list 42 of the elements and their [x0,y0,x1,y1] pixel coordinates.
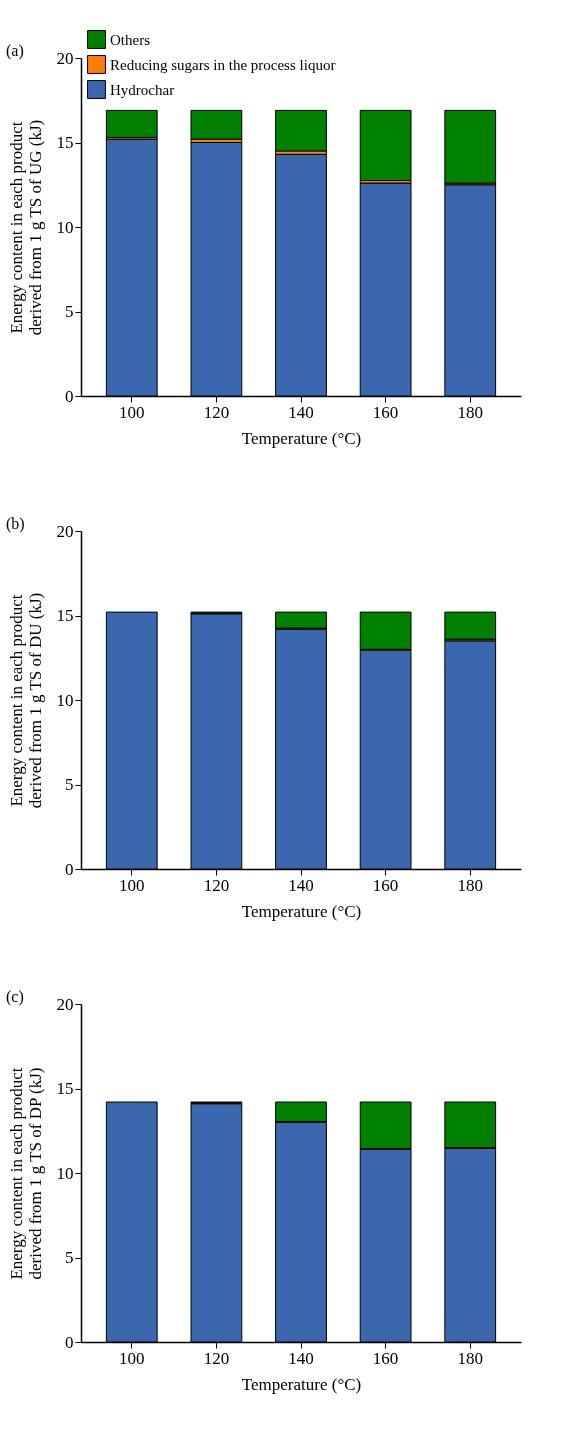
chart-title: (a) [6,42,24,60]
y-tick-label: 10 [56,1163,74,1183]
y-tick-label: 5 [65,302,74,321]
chart-title: (b) [6,515,25,533]
x-tick-label: 100 [119,875,145,895]
x-axis-title: Temperature (°C) [241,1374,362,1394]
x-tick-label: 180 [457,1348,483,1368]
x-tick-label: 180 [457,875,483,895]
y-tick-label: 0 [65,1332,74,1352]
chart-title: (c) [6,988,24,1006]
y-tick-label: 15 [56,606,74,625]
y-tick-label: 15 [56,1079,74,1098]
y-tick-label: 10 [56,217,74,237]
y-axis-title: Energy content in each product derived from 1 g TS of DP (kJ) [6,1067,45,1280]
x-tick-label: 140 [288,875,314,895]
x-tick-label: 140 [288,1348,314,1368]
y-tick-label: 20 [56,48,74,68]
x-tick-label: 140 [288,402,314,422]
legend-label: Others [110,31,151,48]
y-tick-label: 0 [65,386,74,406]
x-tick-label: 100 [119,1348,145,1368]
x-tick-label: 120 [203,1348,230,1368]
y-tick-label: 15 [56,133,74,152]
y-tick-label: 5 [65,775,74,794]
x-axis-title: Temperature (°C) [241,901,362,921]
x-tick-label: 160 [372,402,399,422]
x-tick-label: 160 [372,1348,399,1368]
legend-label: Reducing sugars in the process liquor [110,56,336,73]
y-tick-label: 5 [65,1248,74,1267]
x-tick-label: 180 [457,402,483,422]
x-tick-label: 100 [119,402,145,422]
x-axis-title: Temperature (°C) [241,428,362,448]
y-tick-label: 10 [56,690,74,710]
y-axis-title: Energy content in each product derived from 1 g TS of UG (kJ) [6,119,45,336]
y-tick-label: 20 [56,521,74,541]
x-tick-label: 120 [203,402,230,422]
y-axis-title: Energy content in each product derived from 1 g TS of DU (kJ) [6,592,45,809]
y-tick-label: 20 [56,994,74,1014]
legend-label: Hydrochar [110,81,175,98]
y-tick-label: 0 [65,859,74,879]
x-tick-label: 160 [372,875,399,895]
x-tick-label: 120 [203,875,230,895]
